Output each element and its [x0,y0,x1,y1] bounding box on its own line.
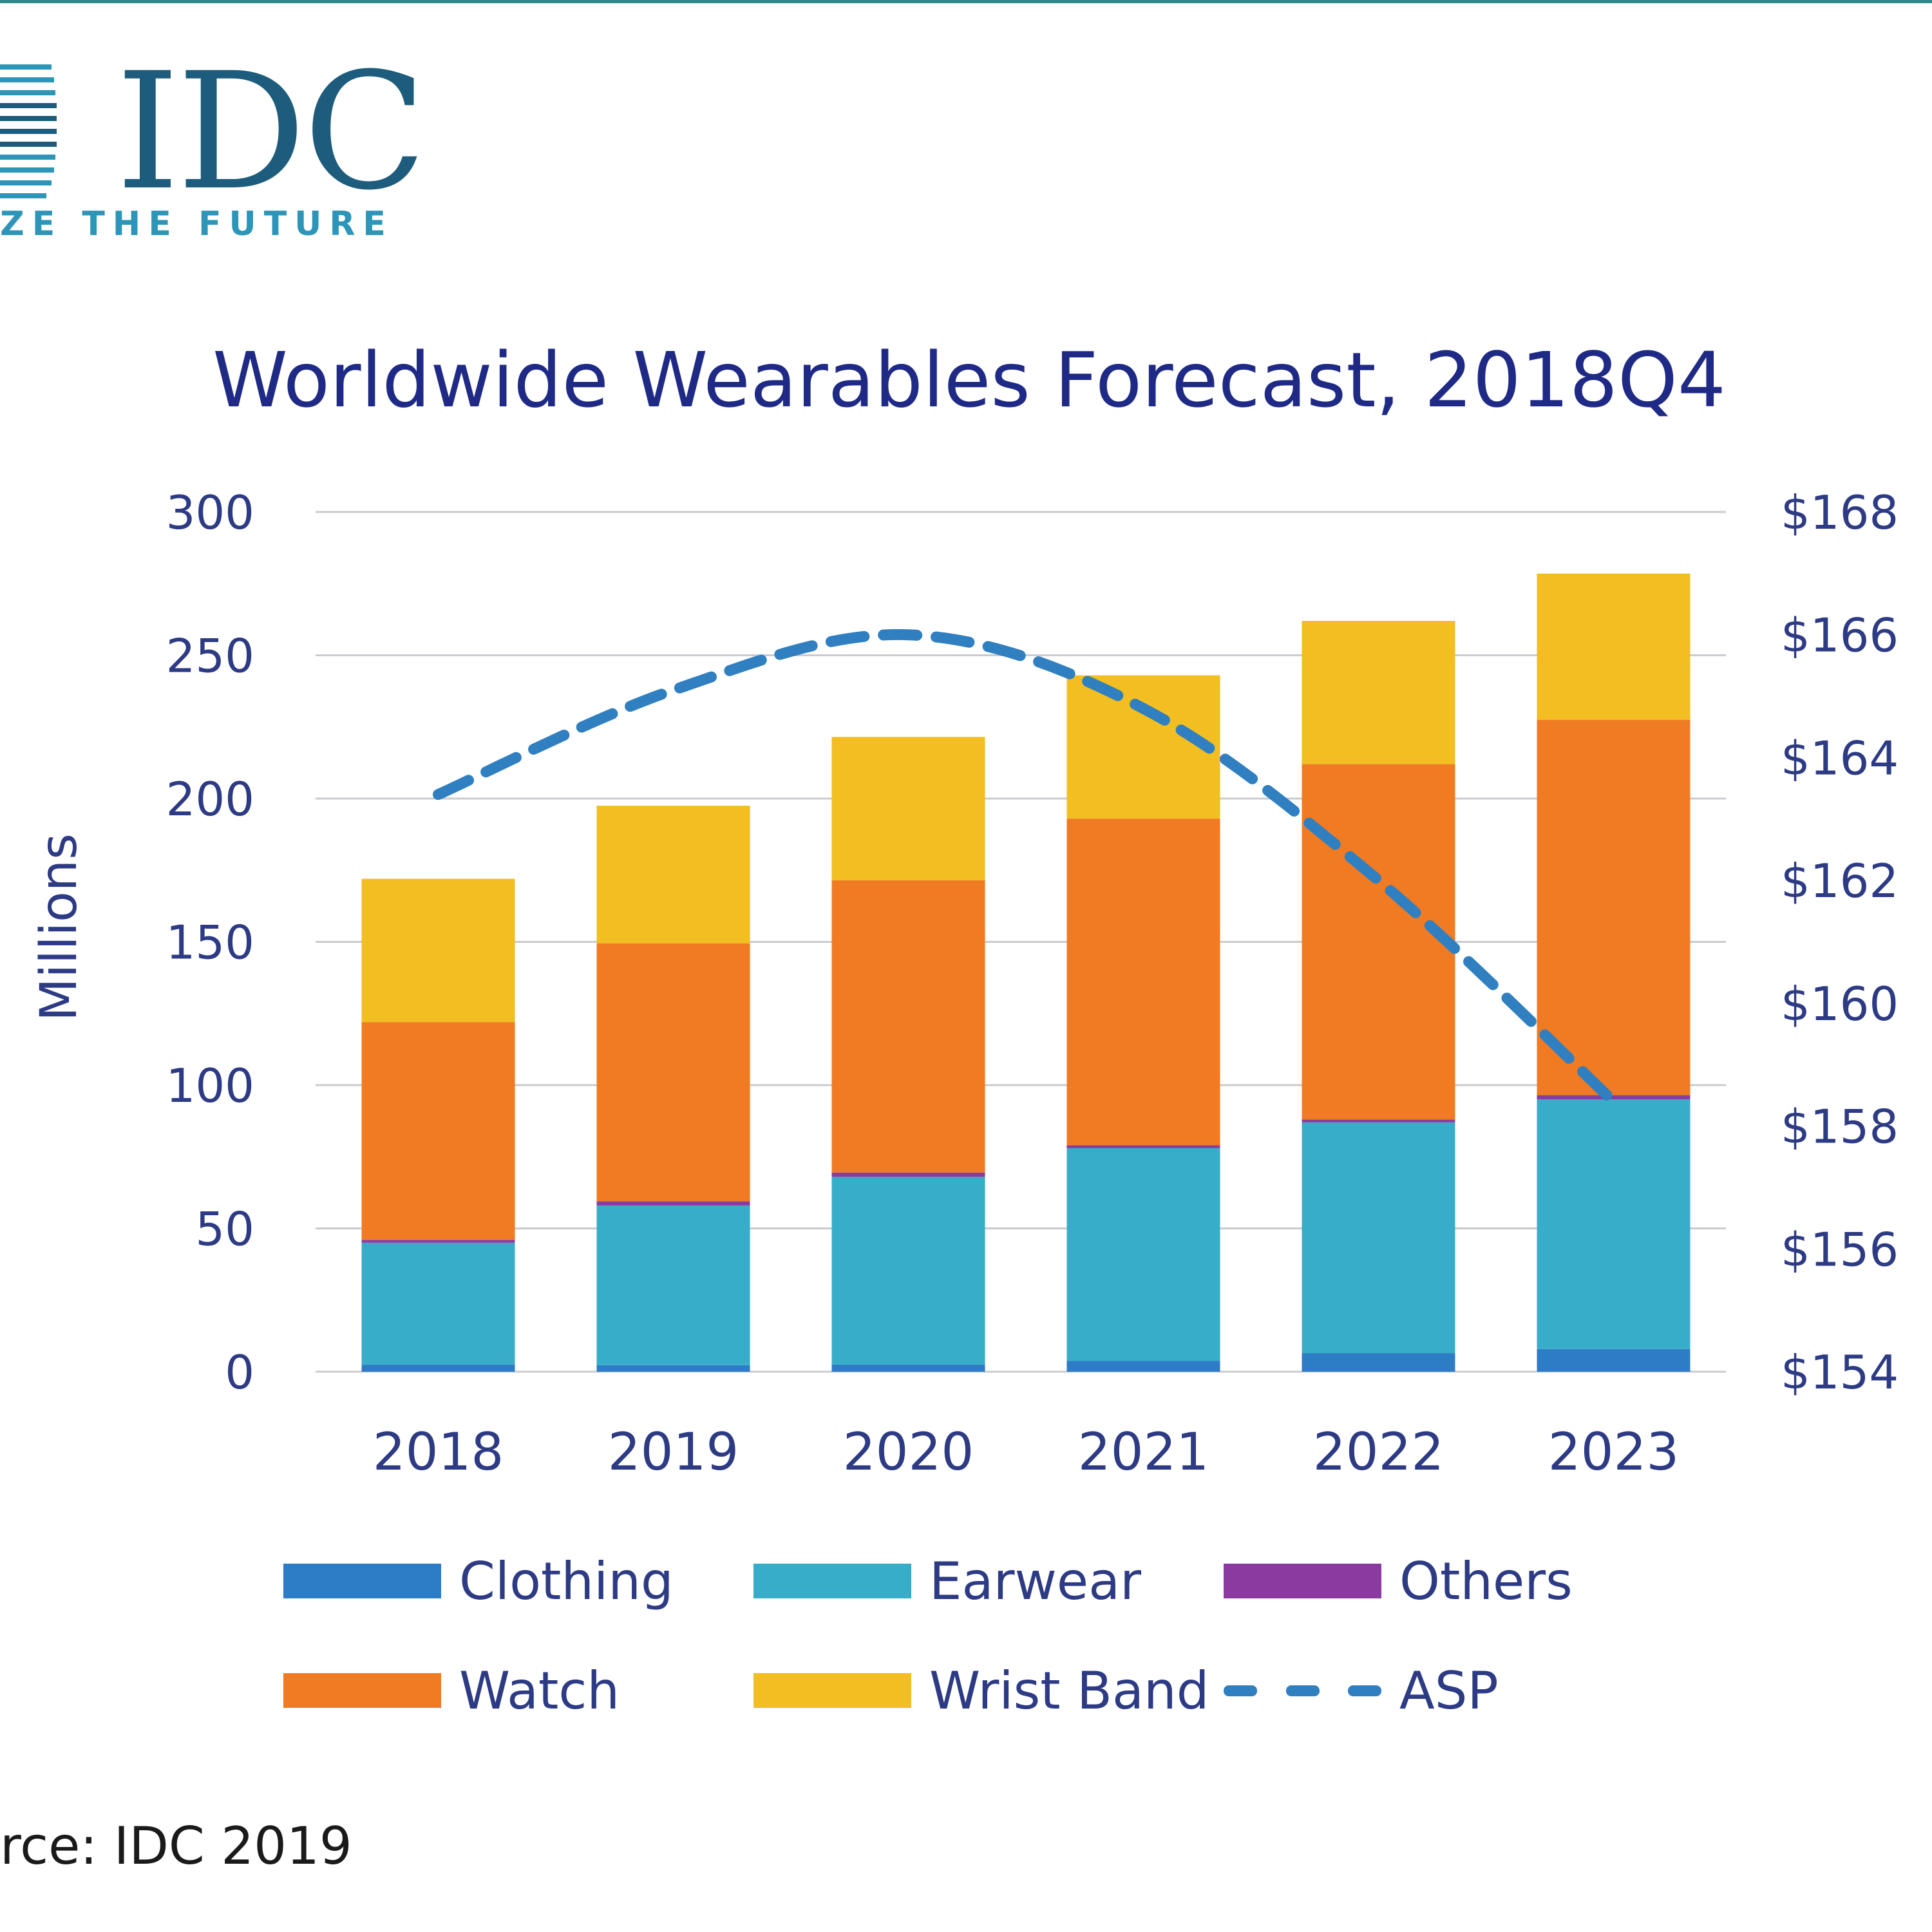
bar-segment-earwear [596,1205,750,1365]
bar-segment-clothing [1537,1349,1690,1372]
bar-segment-wrist-band [1066,675,1220,819]
source-note: rce: IDC 2019 [0,1816,352,1876]
y2-tick-label: $156 [1781,1222,1899,1276]
legend-label-others: Others [1399,1551,1573,1611]
legend-swatch-watch [283,1673,441,1708]
chart-legend: Clothing Earwear Others Watch Wrist Band… [283,1546,1700,1752]
legend-label-earwear: Earwear [929,1551,1142,1611]
legend-label-asp: ASP [1399,1660,1499,1721]
legend-item-earwear: Earwear [753,1546,1141,1616]
legend-label-watch: Watch [459,1660,620,1721]
y2-tick-label: $166 [1781,609,1899,663]
chart-plot: 0 50 100 150 200 250 300 $154 $156 $158 $160 $162 $1… [30,486,1899,1482]
logo-tagline: ZE THE FUTURE [0,205,393,243]
y2-tick-label: $162 [1781,854,1899,908]
bar-segment-wrist-band [1302,621,1455,764]
bar-segment-others [831,1172,985,1177]
legend-swatch-others [1224,1564,1381,1598]
bar-segment-watch [1537,719,1690,1095]
bar-segment-wrist-band [831,737,985,880]
bar-segment-others [1302,1119,1455,1122]
y-tick-label: 300 [166,486,254,540]
y-tick-label: 150 [166,916,254,970]
legend-label-clothing: Clothing [459,1551,674,1611]
bar-segment-earwear [831,1177,985,1365]
bar-segment-wrist-band [596,806,750,943]
legend-item-others: Others [1224,1546,1573,1616]
y2-tick-label: $154 [1781,1345,1899,1399]
y2-tick-label: $160 [1781,977,1899,1031]
bar-segment-clothing [831,1364,985,1372]
bar-segment-watch [831,880,985,1173]
legend-swatch-clothing [283,1564,441,1598]
chart-title: Worldwide Wearables Forecast, 2018Q4 [213,336,1726,424]
bar-segment-others [361,1240,515,1243]
y2-tick-label: $164 [1781,731,1899,785]
legend-swatch-earwear [753,1564,911,1598]
legend-item-wrist-band: Wrist Band [753,1655,1209,1726]
x-tick-label: 2019 [608,1422,739,1482]
y-tick-label: 0 [225,1345,254,1399]
x-tick-label: 2020 [843,1422,974,1482]
legend-item-watch: Watch [283,1655,620,1726]
bar-segment-clothing [1302,1353,1455,1372]
bar-segment-earwear [1302,1122,1455,1354]
logo-wordmark: IDC [116,38,426,225]
x-tick-label: 2021 [1078,1422,1209,1482]
bar-segment-watch [361,1022,515,1240]
bar-segment-others [1537,1095,1690,1100]
y2-tick-label: $158 [1781,1100,1899,1154]
bar-segment-wrist-band [361,878,515,1023]
bar-segment-clothing [1066,1361,1220,1372]
bar-segment-earwear [1066,1148,1220,1361]
bar-segment-others [596,1201,750,1206]
x-tick-label: 2023 [1548,1422,1680,1482]
bar-segment-watch [596,943,750,1202]
bar-segment-earwear [361,1242,515,1365]
x-tick-label: 2022 [1313,1422,1444,1482]
bar-segment-clothing [596,1365,750,1372]
bar-segment-earwear [1537,1099,1690,1349]
asp-line [433,629,1619,1107]
bar-segment-others [1066,1145,1220,1148]
legend-swatch-wrist-band [753,1673,911,1708]
y-tick-label: 200 [166,772,254,826]
y-axis-label: Millions [30,833,88,1021]
y-tick-label: 100 [166,1059,254,1113]
bar-segment-clothing [361,1364,515,1372]
y-tick-label: 250 [166,629,254,683]
legend-item-clothing: Clothing [283,1546,674,1616]
frame-border [0,0,1932,3]
bar-segment-watch [1302,764,1455,1120]
legend-label-wrist-band: Wrist Band [929,1660,1209,1721]
globe-stripes-icon [0,64,57,198]
bar-segment-wrist-band [1537,573,1690,720]
idc-logo: IDC ZE THE FUTURE [0,39,426,251]
y-tick-label: 50 [195,1202,254,1256]
legend-item-asp: ASP [1224,1655,1499,1726]
x-tick-label: 2018 [373,1422,504,1482]
legend-swatch-asp [1224,1673,1381,1708]
y2-tick-label: $168 [1781,486,1899,540]
bar-segment-watch [1066,819,1220,1146]
